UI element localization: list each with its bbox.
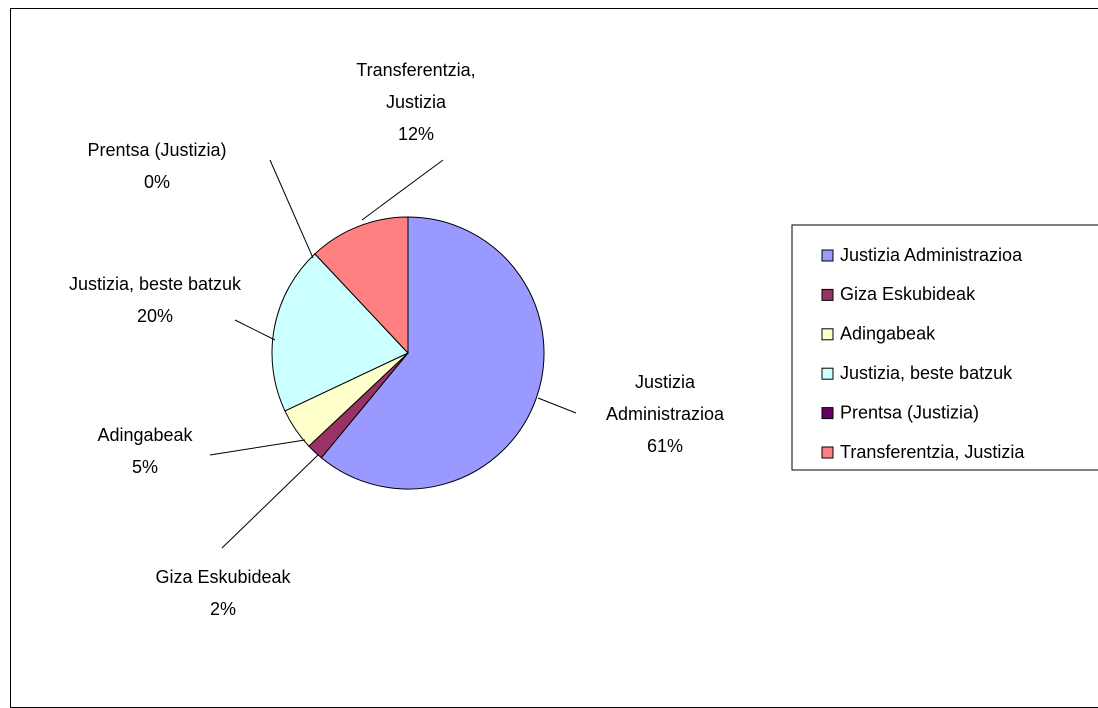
data-label-value: 2%	[209, 599, 236, 619]
legend: Justizia Administrazioa Giza Eskubideak Ad…	[791, 224, 1098, 471]
legend-swatch	[821, 328, 834, 341]
leader-line	[537, 397, 577, 414]
data-label-value: 12%	[397, 124, 435, 144]
leader-line	[221, 454, 319, 549]
leader-line	[269, 159, 314, 259]
data-label: Giza Eskubideak 2%	[133, 561, 313, 625]
pie-slice	[320, 216, 545, 490]
pie-slice	[314, 216, 409, 355]
pie-slice	[271, 253, 409, 412]
legend-label: Giza Eskubideak	[840, 284, 976, 304]
legend-swatch	[821, 288, 834, 301]
data-label: Adingabeak 5%	[55, 419, 235, 483]
legend-label: Justizia Administrazioa	[840, 245, 1023, 265]
data-label-category: Justizia, beste batzuk	[68, 274, 242, 294]
legend-box	[791, 224, 1098, 471]
legend-swatch	[821, 249, 834, 262]
data-label: Prentsa (Justizia) 0%	[67, 134, 247, 198]
leader-line	[209, 439, 306, 456]
data-label-category: Transferentzia, Justizia	[356, 60, 476, 112]
data-label: Transferentzia, Justizia 12%	[326, 54, 506, 150]
data-label-value: 5%	[131, 457, 158, 477]
data-label-category: Prentsa (Justizia)	[87, 140, 227, 160]
legend-label: Justizia, beste batzuk	[840, 363, 1013, 383]
leader-line	[361, 159, 444, 221]
data-label-value: 20%	[136, 306, 174, 326]
data-label-value: 61%	[646, 436, 684, 456]
data-label-category: Adingabeak	[97, 425, 193, 445]
legend-label: Transferentzia, Justizia	[840, 442, 1025, 462]
data-label-category: Justizia Administrazioa	[605, 372, 725, 424]
legend-swatch	[821, 446, 834, 459]
leader-line	[234, 319, 276, 341]
legend-label: Prentsa (Justizia)	[840, 402, 979, 422]
data-label: Justizia, beste batzuk 20%	[65, 268, 245, 332]
legend-swatch	[821, 407, 834, 420]
legend-label: Adingabeak	[840, 324, 936, 344]
data-label-category: Giza Eskubideak	[155, 567, 291, 587]
data-label: Justizia Administrazioa 61%	[575, 366, 755, 462]
legend-swatch	[821, 367, 834, 380]
data-label-value: 0%	[143, 172, 170, 192]
